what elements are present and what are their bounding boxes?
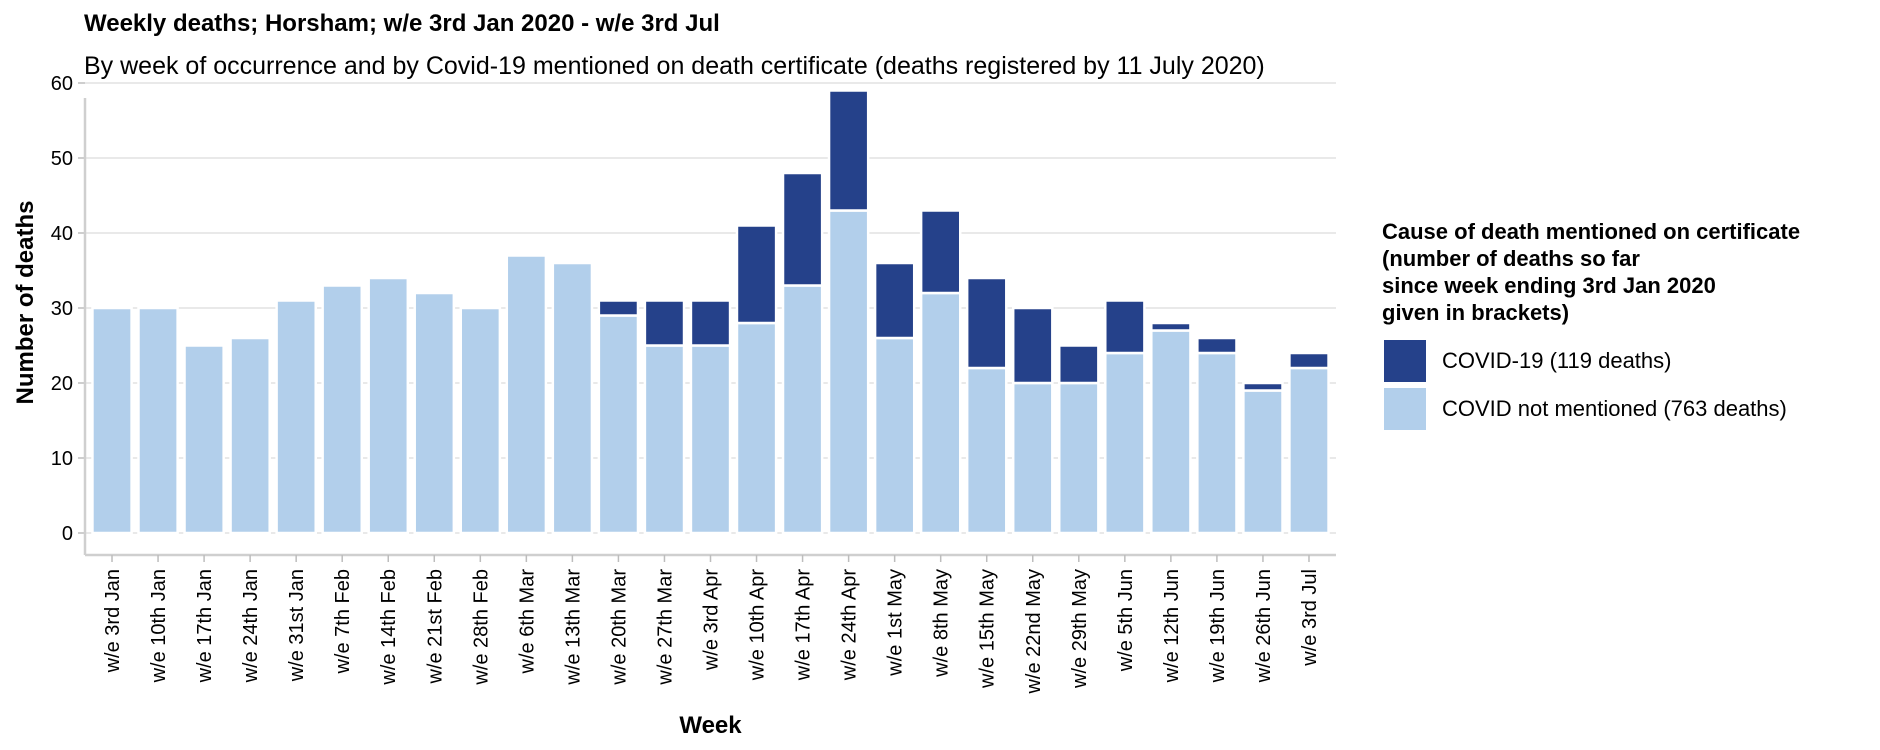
x-tick-label: w/e 17th Apr xyxy=(793,569,815,682)
bar-not-covid xyxy=(459,306,502,535)
x-tick-label: w/e 17th Jan xyxy=(194,569,216,683)
bar-covid xyxy=(919,209,962,295)
x-tick-label: w/e 26th Jun xyxy=(1253,569,1275,683)
bar-not-covid xyxy=(1196,351,1238,535)
y-tick-label: 50 xyxy=(51,148,73,170)
x-tick-label: w/e 19th Jun xyxy=(1207,569,1229,683)
bar-not-covid xyxy=(413,291,456,535)
bar-covid xyxy=(1104,299,1146,355)
x-tick-label: w/e 21st Feb xyxy=(424,569,446,685)
x-tick-label: w/e 13th Mar xyxy=(562,569,584,686)
x-tick-label: w/e 24th Jan xyxy=(240,569,262,683)
bar-not-covid xyxy=(1288,366,1330,535)
bar-covid xyxy=(1242,381,1284,392)
x-tick-label: w/e 7th Feb xyxy=(332,569,354,675)
bar-not-covid xyxy=(965,366,1008,535)
x-tick-label: w/e 15th May xyxy=(977,569,999,689)
y-tick-label: 10 xyxy=(51,448,73,470)
bar-not-covid xyxy=(91,306,133,535)
bar-not-covid xyxy=(919,291,962,535)
x-tick-label: w/e 14th Feb xyxy=(378,569,400,686)
bar-covid xyxy=(827,89,870,212)
bar-covid xyxy=(689,299,732,347)
y-tick-label: 20 xyxy=(51,373,73,395)
chart-subtitle: By week of occurrence and by Covid-19 me… xyxy=(84,52,1265,80)
legend-label-not-covid: COVID not mentioned (763 deaths) xyxy=(1442,396,1787,421)
bar-not-covid xyxy=(137,306,179,535)
legend-title-line: (number of deaths so far xyxy=(1382,246,1640,271)
bar-not-covid xyxy=(367,276,410,535)
x-tick-label: w/e 20th Mar xyxy=(608,569,630,686)
bar-covid xyxy=(965,276,1008,370)
bar-covid xyxy=(1057,344,1100,385)
y-tick-label: 40 xyxy=(51,223,73,245)
legend-title: Cause of death mentioned on certificate … xyxy=(1382,218,1800,326)
y-tick-label: 30 xyxy=(51,298,73,320)
x-tick-label: w/e 8th May xyxy=(931,569,953,678)
bar-not-covid xyxy=(689,344,732,535)
bar-covid xyxy=(735,224,778,325)
bar-not-covid xyxy=(275,299,317,535)
y-tick-label: 0 xyxy=(62,523,73,545)
bar-covid xyxy=(1150,321,1192,332)
x-tick-label: w/e 3rd Apr xyxy=(701,569,723,672)
chart-title: Weekly deaths; Horsham; w/e 3rd Jan 2020… xyxy=(84,10,720,37)
x-tick-label: w/e 10th Apr xyxy=(747,569,769,682)
bar-not-covid xyxy=(827,209,870,535)
bar-not-covid xyxy=(1057,381,1100,535)
x-tick-label: w/e 12th Jun xyxy=(1161,569,1183,683)
bar-not-covid xyxy=(183,344,225,535)
legend-item-not-covid: COVID not mentioned (763 deaths) xyxy=(1384,388,1787,430)
x-tick-label: w/e 29th May xyxy=(1069,569,1091,689)
bar-covid xyxy=(781,171,824,287)
legend-item-covid: COVID-19 (119 deaths) xyxy=(1384,340,1671,382)
x-tick-label: w/e 6th Mar xyxy=(516,569,538,675)
x-axis-title: Week xyxy=(679,712,742,739)
bar-not-covid xyxy=(735,321,778,535)
legend-swatch-not-covid xyxy=(1384,388,1426,430)
legend-title-line: since week ending 3rd Jan 2020 xyxy=(1382,273,1716,298)
legend-swatch-covid xyxy=(1384,340,1426,382)
legend-title-line: Cause of death mentioned on certificate xyxy=(1382,219,1801,244)
x-tick-label: w/e 24th Apr xyxy=(839,569,861,682)
legend-title-line: given in brackets) xyxy=(1382,300,1570,325)
bar-not-covid xyxy=(1242,389,1284,535)
bar-not-covid xyxy=(597,314,640,535)
bar-covid xyxy=(1196,336,1238,355)
bar-not-covid xyxy=(505,254,548,535)
bar-not-covid xyxy=(551,261,594,535)
bar-not-covid xyxy=(1150,329,1192,535)
bar-covid xyxy=(643,299,686,347)
bar-covid xyxy=(1288,351,1330,370)
legend-label-covid: COVID-19 (119 deaths) xyxy=(1442,348,1672,373)
x-tick-label: w/e 10th Jan xyxy=(148,569,170,683)
x-tick-label: w/e 28th Feb xyxy=(470,569,492,686)
x-tick-label: w/e 3rd Jan xyxy=(102,569,124,673)
x-tick-label: w/e 5th Jun xyxy=(1115,569,1137,672)
bar-covid xyxy=(597,299,640,317)
bar-not-covid xyxy=(229,336,271,535)
y-tick-label: 60 xyxy=(51,73,73,95)
x-tick-label: w/e 3rd Jul xyxy=(1299,569,1321,667)
x-tick-label: w/e 31st Jan xyxy=(286,569,308,682)
bar-not-covid xyxy=(643,344,686,535)
bar-not-covid xyxy=(1104,351,1146,535)
bar-not-covid xyxy=(321,284,364,535)
x-tick-label: w/e 22nd May xyxy=(1023,569,1045,695)
bar-not-covid xyxy=(873,336,916,535)
bar-not-covid xyxy=(781,284,824,535)
y-axis-title: Number of deaths xyxy=(12,200,39,404)
bar-chart: 0 10 20 30 40 50 60 w/e 3rd Jan w/e 10th Jan w/e … xyxy=(12,73,1336,739)
x-tick-label: w/e 1st May xyxy=(885,569,907,677)
bar-not-covid xyxy=(1011,381,1054,535)
bar-covid xyxy=(873,261,916,340)
bar-covid xyxy=(1011,306,1054,385)
x-tick-label: w/e 27th Mar xyxy=(654,569,676,686)
